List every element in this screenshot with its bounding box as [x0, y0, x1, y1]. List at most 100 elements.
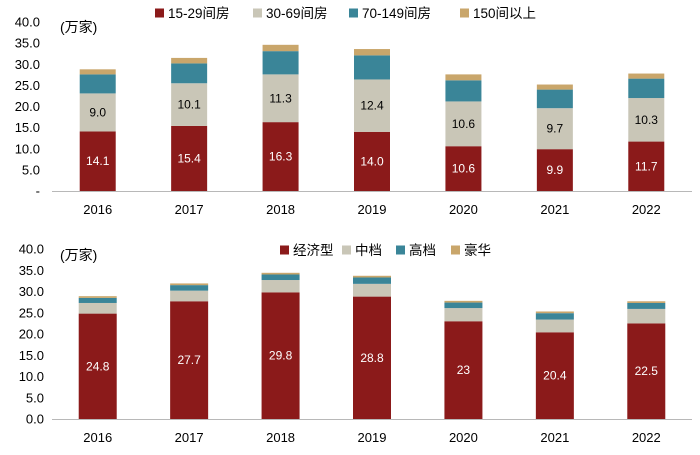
- bar-segment: [628, 141, 665, 191]
- bar-segment: [171, 63, 208, 84]
- x-tick-label: 2016: [83, 430, 112, 445]
- bar-segment: [628, 78, 665, 99]
- x-tick-label: 2016: [83, 202, 112, 217]
- bar-segment: [445, 74, 482, 81]
- bar-segment: [627, 323, 666, 419]
- bar-segment: [444, 300, 483, 303]
- bar-segment: [445, 80, 482, 102]
- bar-segment: [353, 277, 391, 284]
- bar-segment: [628, 73, 665, 79]
- x-tick-label: 2020: [449, 430, 478, 445]
- bar-segment: [79, 93, 116, 132]
- data-label: 15.4: [177, 151, 201, 165]
- bar-segment: [354, 79, 390, 132]
- legend-label: 150间以上: [473, 6, 536, 21]
- data-label: 28.8: [360, 351, 384, 365]
- bar-segment: [261, 280, 300, 293]
- bar-segment: [170, 290, 209, 302]
- data-label: 22.5: [635, 364, 659, 378]
- y-tick-label: 40.0: [19, 242, 44, 257]
- y-tick-label: 10.0: [19, 369, 44, 384]
- x-tick-label: 2020: [449, 202, 478, 217]
- x-tick-label: 2019: [358, 202, 387, 217]
- bar-segment: [170, 301, 209, 419]
- bar-segment: [262, 44, 299, 52]
- chart-1: - 5.0 10.0 15.0 20.0 25.0 30.0 35.0 40.0 (万家) 15-2…: [15, 6, 692, 217]
- bar-segment: [535, 313, 574, 320]
- data-label: 29.8: [269, 349, 293, 363]
- bar-segment: [170, 285, 209, 291]
- data-label: 9.7: [547, 122, 564, 136]
- bar-segment: [628, 98, 665, 142]
- legend-swatch: [460, 8, 469, 18]
- data-label: 20.4: [543, 369, 567, 383]
- legend-swatch: [253, 8, 262, 18]
- y-tick-label: 10.0: [15, 141, 40, 156]
- bar-segment: [536, 89, 573, 109]
- bar-segment: [444, 308, 483, 322]
- x-tick-label: 2018: [266, 202, 295, 217]
- bar-segment: [261, 274, 300, 281]
- data-label: 23: [457, 363, 471, 377]
- data-label: 27.7: [177, 353, 201, 367]
- data-label: 14.0: [360, 154, 384, 168]
- x-tick-label: 2021: [540, 430, 569, 445]
- legend-label: 15-29间房: [168, 6, 230, 21]
- y-tick-label: 35.0: [15, 36, 40, 51]
- legend-label: 中档: [355, 243, 382, 258]
- y-tick-label: 5.0: [26, 390, 44, 405]
- x-tick-label: 2017: [175, 430, 204, 445]
- x-tick-label: 2022: [632, 430, 661, 445]
- bar-segment: [354, 55, 390, 80]
- bar-segment: [170, 283, 209, 286]
- data-label: 10.1: [177, 98, 201, 112]
- data-label: 24.8: [86, 359, 110, 373]
- y-tick-label: 25.0: [15, 78, 40, 93]
- bar-segment: [445, 146, 482, 191]
- data-label: 12.4: [360, 99, 384, 113]
- legend-swatch: [451, 245, 460, 255]
- bar-segment: [171, 125, 208, 191]
- data-label: 9.9: [547, 163, 564, 177]
- unit-label: (万家): [60, 19, 97, 35]
- legend-label: 高档: [409, 242, 436, 258]
- bar-segment: [262, 51, 299, 75]
- bar-segment: [262, 122, 299, 191]
- data-label: 16.3: [269, 150, 293, 164]
- bar-segment: [262, 74, 299, 123]
- bar-segment: [79, 131, 116, 191]
- y-tick-label: 35.0: [19, 263, 44, 278]
- bar-segment: [171, 57, 208, 64]
- bar-segment: [444, 321, 483, 419]
- legend-label: 70-149间房: [362, 6, 431, 21]
- y-tick-label: 5.0: [22, 162, 40, 177]
- bar-segment: [79, 74, 116, 94]
- legend-label: 经济型: [293, 243, 334, 258]
- bar-segment: [78, 313, 117, 419]
- bar-segment: [627, 308, 666, 324]
- bar-segment: [353, 296, 391, 419]
- bar-segment: [78, 297, 117, 303]
- y-tick-label: 15.0: [15, 120, 40, 135]
- bar-segment: [261, 292, 300, 419]
- x-tick-label: 2017: [175, 202, 204, 217]
- data-label: 10.3: [635, 113, 659, 127]
- unit-label: (万家): [60, 247, 97, 263]
- bar-segment: [353, 283, 391, 297]
- data-label: 11.7: [635, 159, 658, 173]
- bar-segment: [261, 272, 300, 275]
- y-tick-label: 30.0: [15, 57, 40, 72]
- legend-swatch: [349, 8, 358, 18]
- y-tick-label: 15.0: [19, 348, 44, 363]
- x-tick-label: 2021: [540, 202, 569, 217]
- bar-segment: [353, 275, 391, 278]
- bar-segment: [444, 302, 483, 309]
- data-label: 14.1: [86, 154, 110, 168]
- y-tick-label: -: [36, 184, 40, 199]
- x-tick-label: 2019: [358, 430, 387, 445]
- bar-segment: [171, 83, 208, 126]
- y-tick-label: 25.0: [19, 305, 44, 320]
- data-label: 11.3: [269, 91, 292, 105]
- bar-segment: [445, 101, 482, 147]
